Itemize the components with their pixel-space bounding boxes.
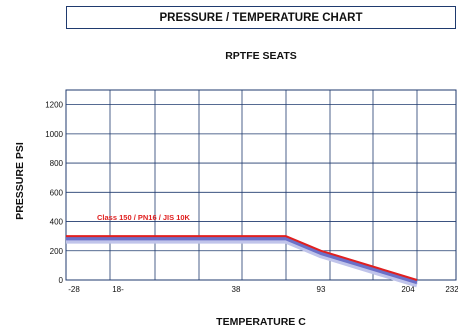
x-tick-label: 18- (112, 285, 124, 294)
x-axis-label: TEMPERATURE C (216, 316, 306, 328)
plot-frame (65, 89, 457, 281)
series-shadow-dark (66, 236, 418, 285)
chart-title-box: PRESSURE / TEMPERATURE CHART (66, 6, 456, 29)
series-shadow-light (66, 238, 418, 288)
chart-subtitle: RPTFE SEATS (225, 50, 297, 62)
y-tick-label: 1200 (45, 101, 63, 110)
x-tick-label: 38 (232, 285, 241, 294)
x-tick-label: 204 (401, 285, 415, 294)
y-tick-label: 200 (50, 247, 64, 256)
chart-title: PRESSURE / TEMPERATURE CHART (159, 11, 363, 24)
y-tick-label: 1000 (45, 130, 63, 139)
x-tick-label: 232 (445, 285, 458, 294)
y-tick-label: 600 (50, 188, 64, 197)
series-annotation-label: Class 150 / PN16 / JIS 10K (97, 213, 191, 222)
series-line-class150 (66, 235, 418, 281)
y-tick-label: 0 (59, 276, 64, 285)
x-tick-label: -28 (68, 285, 80, 294)
x-tick-label: 93 (317, 285, 326, 294)
y-tick-label: 800 (50, 159, 64, 168)
y-tick-label: 400 (50, 218, 64, 227)
